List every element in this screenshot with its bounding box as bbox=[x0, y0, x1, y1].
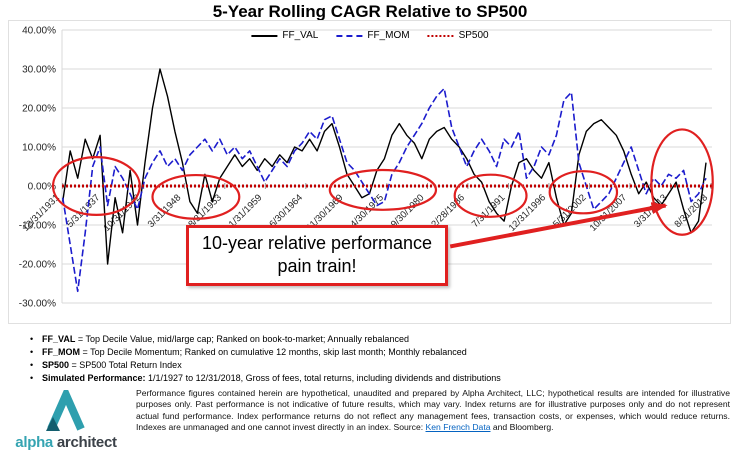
svg-text:10.00%: 10.00% bbox=[22, 143, 56, 154]
svg-text:3/31/2013: 3/31/2013 bbox=[632, 192, 670, 230]
footnote-item: SP500 = SP500 Total Return Index bbox=[30, 360, 720, 370]
sp500-line-sample-icon bbox=[427, 34, 454, 37]
disclaimer-text: Performance figures contained herein are… bbox=[136, 388, 730, 433]
svg-text:-10.00%: -10.00% bbox=[19, 221, 56, 232]
footnote-item: FF_VAL = Top Decile Value, mid/large cap… bbox=[30, 334, 720, 344]
brand-wordmark: alpha architect bbox=[15, 434, 117, 451]
footnote-term: SP500 bbox=[42, 360, 70, 370]
disclaimer-tail: and Bloomberg. bbox=[490, 422, 554, 433]
footnote-text: = Top Decile Momentum; Ranked on cumulat… bbox=[80, 347, 467, 357]
svg-text:-20.00%: -20.00% bbox=[19, 260, 56, 271]
footnote-text: = SP500 Total Return Index bbox=[69, 360, 182, 370]
legend-label-ff-mom: FF_MOM bbox=[367, 30, 410, 41]
chart-frame bbox=[8, 20, 731, 324]
footnote-item: Simulated Performance: 1/1/1927 to 12/31… bbox=[30, 373, 720, 383]
alpha-architect-logo: alpha architect bbox=[6, 388, 126, 451]
svg-text:5/31/1937: 5/31/1937 bbox=[65, 192, 103, 230]
svg-text:40.00%: 40.00% bbox=[22, 26, 56, 37]
chart-legend: FF_VAL FF_MOM SP500 bbox=[251, 30, 489, 41]
svg-text:0.00%: 0.00% bbox=[28, 182, 56, 193]
svg-text:8/31/2018: 8/31/2018 bbox=[672, 192, 710, 230]
legend-label-ff-val: FF_VAL bbox=[282, 30, 319, 41]
svg-text:12/31/1996: 12/31/1996 bbox=[507, 192, 548, 233]
pain-train-callout: 10-year relative performance pain train! bbox=[186, 225, 448, 286]
brand-alpha: alpha bbox=[15, 434, 53, 451]
ff-val-line-sample-icon bbox=[251, 34, 278, 37]
footnote-text: 1/1/1927 to 12/31/2018, Gross of fees, t… bbox=[145, 373, 501, 383]
legend-label-sp500: SP500 bbox=[458, 30, 489, 41]
footnote-term: Simulated Performance: bbox=[42, 373, 146, 383]
svg-text:7/31/1991: 7/31/1991 bbox=[470, 192, 508, 230]
svg-text:20.00%: 20.00% bbox=[22, 104, 56, 115]
footnote-item: FF_MOM = Top Decile Momentum; Ranked on … bbox=[30, 347, 720, 357]
footnotes: FF_VAL = Top Decile Value, mid/large cap… bbox=[30, 334, 720, 386]
svg-text:3/31/1948: 3/31/1948 bbox=[146, 192, 184, 230]
svg-text:30.00%: 30.00% bbox=[22, 65, 56, 76]
legend-item-ff-val: FF_VAL bbox=[251, 30, 318, 41]
brand-architect: architect bbox=[56, 434, 117, 451]
legend-item-ff-mom: FF_MOM bbox=[336, 30, 410, 41]
footnote-text: = Top Decile Value, mid/large cap; Ranke… bbox=[75, 334, 409, 344]
footnote-term: FF_VAL bbox=[42, 334, 76, 344]
ff-mom-line-sample-icon bbox=[336, 34, 363, 37]
disclaimer: Performance figures contained herein are… bbox=[126, 388, 734, 434]
footnote-term: FF_MOM bbox=[42, 347, 80, 357]
svg-text:-30.00%: -30.00% bbox=[19, 299, 56, 310]
svg-text:10/31/2007: 10/31/2007 bbox=[588, 192, 629, 233]
footer: alpha architect Performance figures cont… bbox=[6, 388, 734, 451]
legend-item-sp500: SP500 bbox=[427, 30, 489, 41]
chart-title: 5-Year Rolling CAGR Relative to SP500 bbox=[212, 2, 528, 21]
ken-french-data-link[interactable]: Ken French Data bbox=[425, 422, 491, 433]
alpha-architect-logo-icon bbox=[46, 390, 85, 431]
